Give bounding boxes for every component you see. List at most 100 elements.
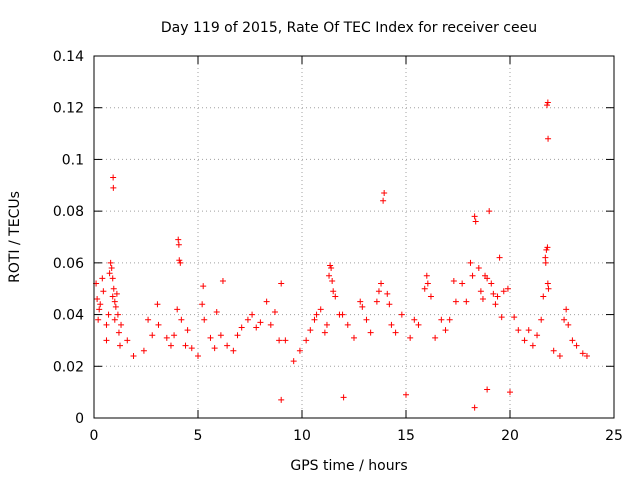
data-point xyxy=(544,99,551,106)
data-point xyxy=(326,272,333,279)
data-point xyxy=(380,197,387,204)
data-point xyxy=(111,316,118,323)
data-point xyxy=(529,342,536,349)
chart-title: Day 119 of 2015, Rate Of TEC Index for r… xyxy=(161,20,537,36)
data-point xyxy=(111,298,118,305)
data-point xyxy=(201,316,208,323)
data-point xyxy=(317,306,324,313)
plot-frame xyxy=(93,55,615,419)
data-point xyxy=(340,394,347,401)
data-point xyxy=(174,306,181,313)
data-point xyxy=(507,389,513,396)
x-tick-label: 0 xyxy=(90,428,99,444)
data-point xyxy=(534,332,541,339)
data-point xyxy=(463,298,470,305)
data-point xyxy=(199,301,206,308)
data-point xyxy=(155,321,162,328)
data-point xyxy=(329,277,336,284)
data-point xyxy=(556,352,563,359)
data-point xyxy=(230,347,237,354)
data-point xyxy=(96,306,103,313)
x-tick-label: 5 xyxy=(194,428,203,444)
data-point xyxy=(200,283,207,290)
data-point xyxy=(442,327,449,334)
data-point xyxy=(278,280,285,287)
data-point xyxy=(177,259,184,266)
x-axis-label: GPS time / hours xyxy=(290,458,407,474)
data-point xyxy=(573,342,580,349)
data-point xyxy=(178,316,185,323)
data-point xyxy=(583,352,590,359)
data-point xyxy=(378,280,385,287)
data-point xyxy=(373,298,380,305)
data-point xyxy=(327,262,334,269)
data-point xyxy=(234,332,241,339)
data-point xyxy=(569,337,576,344)
data-point xyxy=(224,342,231,349)
data-point xyxy=(538,316,545,323)
x-tick-label: 15 xyxy=(397,428,415,444)
data-point xyxy=(175,241,182,248)
x-tick-label: 10 xyxy=(293,428,311,444)
data-point xyxy=(276,337,283,344)
data-point xyxy=(544,280,551,287)
data-point xyxy=(188,345,195,352)
data-point xyxy=(238,324,245,331)
data-point xyxy=(525,327,532,334)
data-point xyxy=(544,244,551,251)
data-point xyxy=(94,296,101,303)
data-point xyxy=(113,290,120,297)
data-point xyxy=(110,285,117,292)
data-point xyxy=(171,332,178,339)
data-point xyxy=(167,342,174,349)
data-point xyxy=(282,337,289,344)
data-point xyxy=(494,293,501,300)
data-point xyxy=(110,184,117,191)
data-point xyxy=(332,293,339,300)
data-point xyxy=(550,347,557,354)
data-point xyxy=(339,311,346,318)
data-point xyxy=(579,350,586,357)
data-point xyxy=(106,270,113,277)
data-point xyxy=(114,311,121,318)
data-point xyxy=(107,259,114,266)
data-point xyxy=(542,254,549,261)
data-point xyxy=(207,334,214,341)
data-point xyxy=(303,337,310,344)
data-point xyxy=(504,285,511,292)
y-tick-label: 0.1 xyxy=(62,152,84,168)
data-point xyxy=(471,404,478,411)
data-point xyxy=(545,285,552,292)
data-point xyxy=(375,288,382,295)
ticks: 0 5 10 15 20 25 0 0.02 0.04 0.06 0.08 0.1 0.12 0.14 xyxy=(53,49,623,444)
y-tick-label: 0.08 xyxy=(53,204,84,220)
data-point xyxy=(110,174,117,181)
y-tick-label: 0 xyxy=(75,411,84,427)
data-point xyxy=(290,358,297,365)
scatter-series xyxy=(93,99,590,411)
data-point xyxy=(498,314,505,321)
data-point xyxy=(271,308,278,315)
data-point xyxy=(450,277,457,284)
data-point xyxy=(515,327,522,334)
data-point xyxy=(311,316,318,323)
data-point xyxy=(472,218,479,225)
data-point xyxy=(386,301,393,308)
data-point xyxy=(117,342,123,349)
data-point xyxy=(459,280,466,287)
x-tick-label: 25 xyxy=(605,428,623,444)
data-point xyxy=(257,319,264,326)
data-point xyxy=(115,329,122,336)
data-point xyxy=(330,288,337,295)
data-point xyxy=(213,308,220,315)
data-point xyxy=(446,316,453,323)
data-point xyxy=(492,301,499,308)
data-point xyxy=(381,190,388,197)
data-point xyxy=(109,275,116,282)
data-point xyxy=(367,329,374,336)
data-point xyxy=(475,265,482,272)
data-point xyxy=(219,277,226,284)
data-point xyxy=(95,316,102,323)
data-point xyxy=(99,275,106,282)
data-point xyxy=(195,352,201,359)
